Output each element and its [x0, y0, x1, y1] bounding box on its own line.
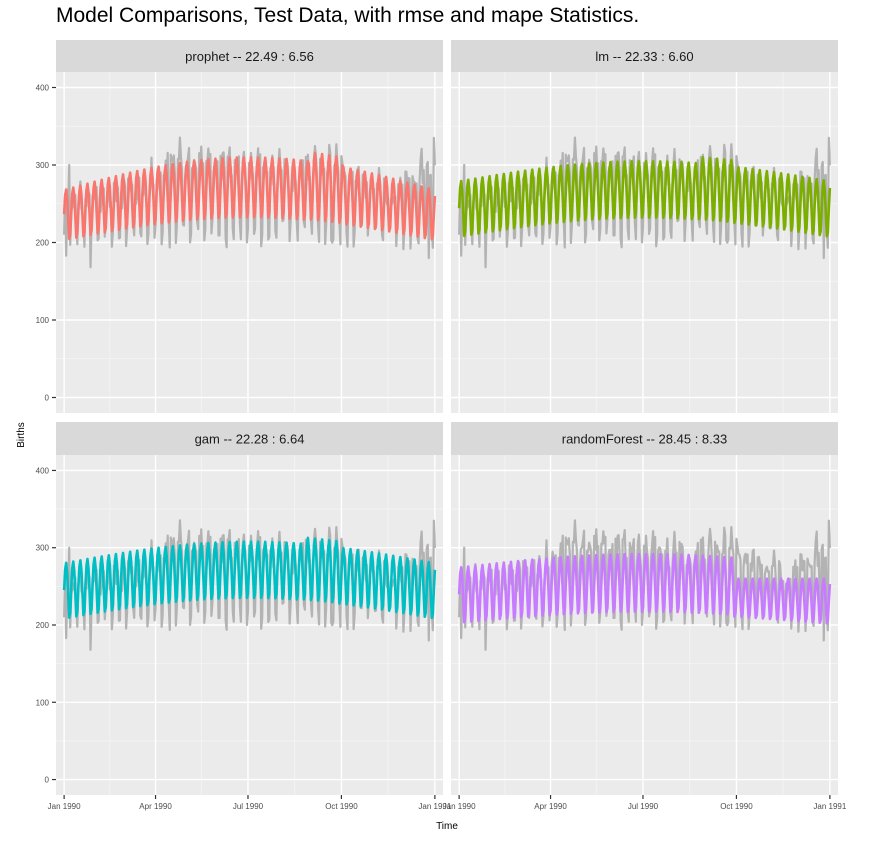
- facet-strip: [451, 40, 838, 72]
- y-tick-label: 0: [45, 776, 50, 785]
- y-tick-label: 300: [36, 161, 50, 170]
- y-tick-label: 0: [45, 394, 50, 403]
- actual-series-line: [458, 519, 831, 651]
- facet-strip-label: randomForest -- 28.45 : 8.33: [562, 432, 727, 447]
- x-tick-label: Jan 1991: [418, 802, 451, 811]
- y-axis-label: Births: [16, 422, 27, 448]
- x-tick-label: Apr 1990: [139, 802, 172, 811]
- facet-strip: [56, 422, 443, 455]
- chart-title: Model Comparisons, Test Data, with rmse …: [56, 4, 640, 27]
- y-tick-label: 100: [36, 316, 50, 325]
- model-series-line: [62, 536, 437, 620]
- y-tick-label: 200: [36, 239, 50, 248]
- model-series-line: [457, 552, 832, 625]
- panel-randomForest: randomForest -- 28.45 : 8.33: [451, 422, 838, 795]
- x-tick-label: Jul 1990: [233, 802, 264, 811]
- facet-strip: [56, 40, 443, 72]
- y-tick-label: 300: [36, 544, 50, 553]
- model-series-line: [62, 151, 437, 241]
- facet-strip-label: lm -- 22.33 : 6.60: [595, 49, 693, 64]
- model-series-line: [457, 156, 832, 238]
- facet-strip-label: prophet -- 22.49 : 6.56: [185, 49, 314, 64]
- x-tick-label: Jul 1990: [628, 802, 659, 811]
- x-axis-label: Time: [436, 821, 458, 832]
- facet-strip-label: gam -- 22.28 : 6.64: [195, 432, 305, 447]
- panel-gam: gam -- 22.28 : 6.64: [56, 422, 443, 795]
- x-tick-label: Jan 1991: [813, 802, 846, 811]
- x-tick-label: Oct 1990: [720, 802, 753, 811]
- x-tick-label: Oct 1990: [325, 802, 358, 811]
- panel-lm: lm -- 22.33 : 6.60: [451, 40, 838, 413]
- x-tick-label: Apr 1990: [534, 802, 567, 811]
- facet-strip: [451, 422, 838, 455]
- y-tick-label: 200: [36, 621, 50, 630]
- x-tick-label: Jan 1990: [443, 802, 476, 811]
- y-tick-label: 400: [36, 466, 50, 475]
- y-tick-label: 400: [36, 84, 50, 93]
- y-tick-label: 100: [36, 698, 50, 707]
- panel-prophet: prophet -- 22.49 : 6.56: [56, 40, 443, 413]
- x-tick-label: Jan 1990: [48, 802, 81, 811]
